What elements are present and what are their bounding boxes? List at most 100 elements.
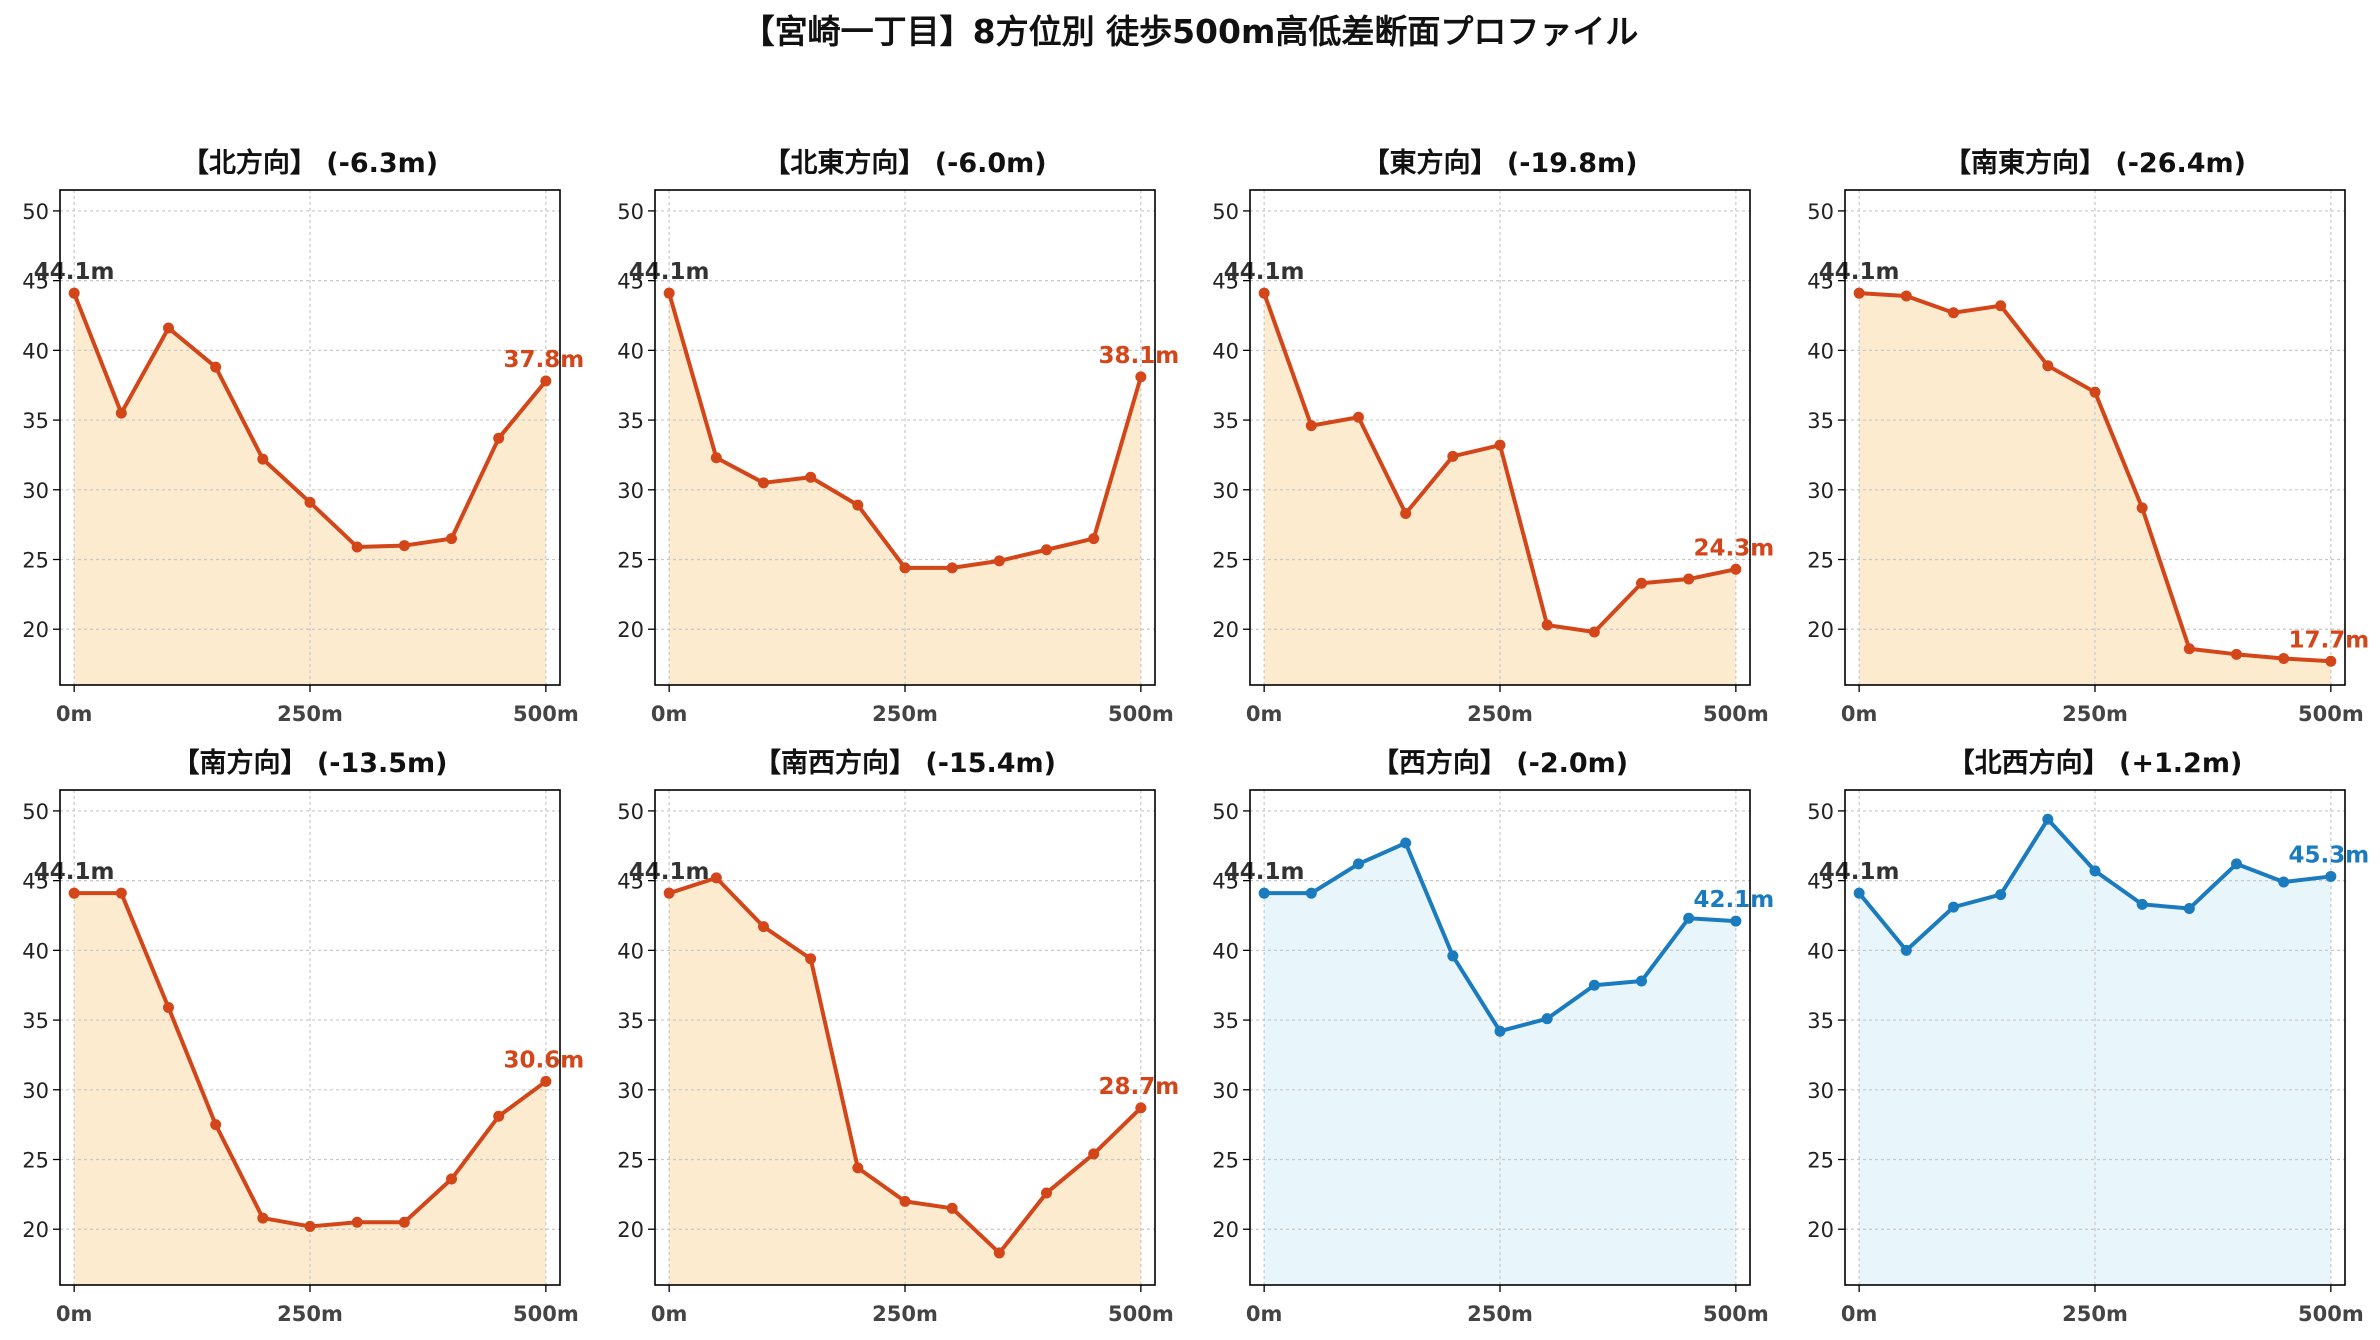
data-point [852, 1162, 864, 1174]
y-tick-label: 20 [617, 618, 644, 642]
data-point [68, 287, 80, 299]
y-tick-label: 20 [22, 618, 49, 642]
y-tick-label: 35 [1807, 1009, 1834, 1033]
x-tick-label: 250m [1467, 1302, 1533, 1326]
data-point [210, 1119, 222, 1131]
start-value-label: 44.1m [34, 259, 115, 285]
y-tick-label: 35 [1212, 409, 1239, 433]
x-tick-label: 500m [2298, 1302, 2364, 1326]
y-tick-label: 45 [1807, 870, 1834, 894]
axes-frame [1249, 189, 1751, 686]
x-tick-label: 0m [56, 702, 93, 726]
x-tick-label: 250m [277, 702, 343, 726]
data-point [757, 477, 769, 489]
data-point [899, 1195, 911, 1207]
data-point [1995, 889, 2007, 901]
data-point [1683, 573, 1695, 585]
area-fill [1264, 842, 1736, 1285]
panel-title: 【南方向】 (-13.5m) [172, 747, 447, 779]
y-tick-label: 25 [1807, 1149, 1834, 1173]
panel-title: 【南西方向】 (-15.4m) [754, 747, 1056, 779]
data-point [710, 452, 722, 464]
data-point [1853, 887, 1865, 899]
axes-frame [654, 189, 1156, 686]
data-point [493, 1110, 505, 1122]
data-point [1305, 887, 1317, 899]
panel-title: 【西方向】 (-2.0m) [1372, 747, 1628, 779]
x-tick-label: 0m [1246, 1302, 1283, 1326]
data-point [210, 361, 222, 373]
x-tick-label: 500m [1108, 702, 1174, 726]
data-point [2231, 858, 2243, 870]
data-point [446, 533, 458, 545]
x-tick-label: 250m [2062, 702, 2128, 726]
area-fill [669, 293, 1141, 685]
data-point [2231, 648, 2243, 660]
data-point [1447, 950, 1459, 962]
y-tick-label: 50 [1212, 200, 1239, 224]
data-point [2136, 898, 2148, 910]
axes-frame [59, 789, 561, 1286]
area-fill [74, 893, 546, 1285]
y-tick-label: 20 [1807, 1218, 1834, 1242]
y-tick-label: 35 [1807, 409, 1834, 433]
y-tick-label: 40 [617, 939, 644, 963]
data-point [1041, 1187, 1053, 1199]
panel-title: 【北東方向】 (-6.0m) [763, 147, 1046, 179]
end-value-label: 28.7m [1098, 1074, 1179, 1100]
data-point [1947, 901, 1959, 913]
data-point [162, 1002, 174, 1014]
data-point [1352, 411, 1364, 423]
y-tick-label: 35 [22, 1009, 49, 1033]
data-point [115, 887, 127, 899]
data-point [351, 541, 363, 553]
panel-title: 【南東方向】 (-26.4m) [1944, 147, 2246, 179]
data-point [1900, 290, 1912, 302]
y-tick-label: 45 [22, 270, 49, 294]
y-tick-label: 50 [617, 200, 644, 224]
y-tick-label: 35 [22, 409, 49, 433]
data-point [1683, 912, 1695, 924]
y-tick-label: 40 [1807, 339, 1834, 363]
data-point [1352, 858, 1364, 870]
data-point [1135, 371, 1147, 383]
panel-title: 【北方向】 (-6.3m) [182, 147, 438, 179]
area-fill [74, 293, 546, 685]
x-tick-label: 0m [1841, 702, 1878, 726]
y-tick-label: 50 [1212, 800, 1239, 824]
data-point [398, 540, 410, 552]
data-point [2325, 870, 2337, 882]
start-value-label: 44.1m [1819, 859, 1900, 885]
y-tick-label: 30 [22, 479, 49, 503]
data-point [1258, 887, 1270, 899]
x-tick-label: 250m [2062, 1302, 2128, 1326]
start-value-label: 44.1m [629, 259, 710, 285]
data-point [540, 375, 552, 387]
start-value-label: 44.1m [34, 859, 115, 885]
data-point [1447, 450, 1459, 462]
y-tick-label: 30 [1807, 479, 1834, 503]
data-point [1730, 915, 1742, 927]
data-point [1541, 1013, 1553, 1025]
y-tick-label: 30 [1212, 1079, 1239, 1103]
y-tick-label: 45 [1212, 870, 1239, 894]
x-tick-label: 500m [1703, 1302, 1769, 1326]
axes-frame [1844, 189, 2346, 686]
start-value-label: 44.1m [1224, 859, 1305, 885]
axes-frame [1249, 789, 1751, 1286]
y-tick-label: 25 [1212, 1149, 1239, 1173]
data-point [1588, 979, 1600, 991]
area-fill [1859, 819, 2331, 1285]
data-point [351, 1216, 363, 1228]
end-value-label: 38.1m [1098, 343, 1179, 369]
y-tick-label: 20 [1807, 618, 1834, 642]
data-point [899, 562, 911, 574]
data-point [852, 499, 864, 511]
